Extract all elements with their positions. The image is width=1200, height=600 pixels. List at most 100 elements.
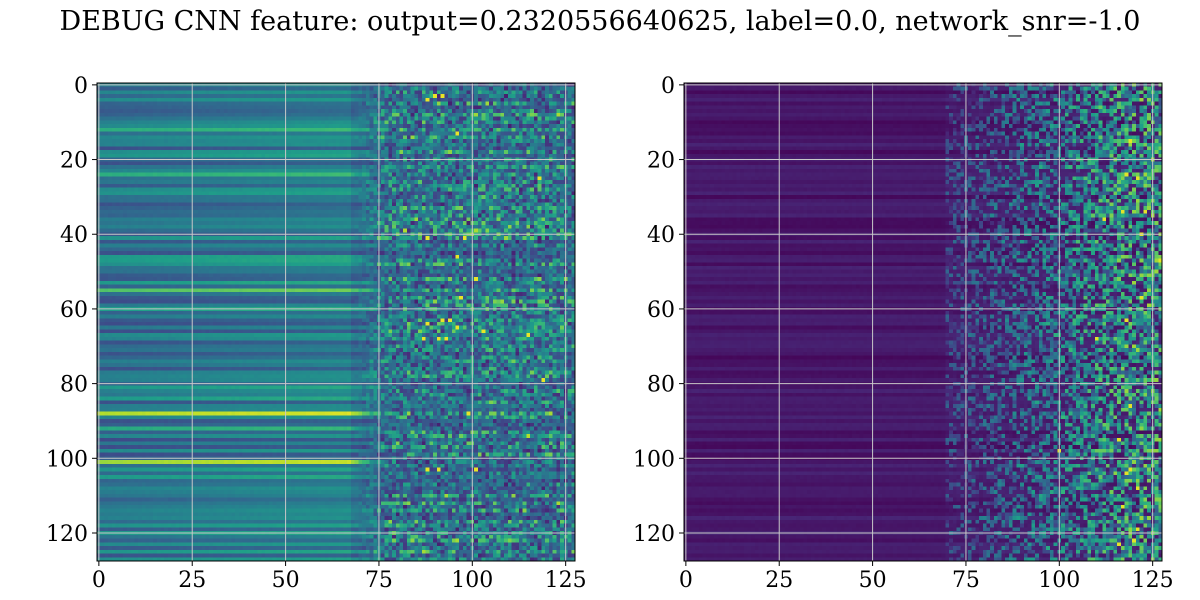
heatmap-cell [164,180,168,184]
heatmap-cell [381,117,385,121]
heatmap-cell [220,154,224,158]
heatmap-cell [553,105,557,109]
heatmap-cell [414,128,418,132]
heatmap-cell [325,180,329,184]
heatmap-cell [541,90,545,94]
heatmap-cell [381,165,385,169]
heatmap-cell [164,90,168,94]
heatmap-cell [366,139,370,143]
heatmap-cell [265,143,269,147]
heatmap-cell [370,87,374,91]
heatmap-cell [373,180,377,184]
heatmap-cell [418,169,422,173]
heatmap-cell [512,120,516,124]
heatmap-cell [549,120,553,124]
heatmap-cell [493,124,497,128]
heatmap-cell [329,161,333,165]
heatmap-cell [138,139,142,143]
heatmap-cell [504,102,508,106]
heatmap-cell [243,132,247,136]
heatmap-cell [231,105,235,109]
heatmap-cell [366,120,370,124]
heatmap-cell [366,180,370,184]
heatmap-cell [187,90,191,94]
heatmap-cell [228,135,232,139]
heatmap-cell [217,173,221,177]
heatmap-cell [164,135,168,139]
heatmap-cell [172,154,176,158]
heatmap-cell [519,105,523,109]
heatmap-cell [493,113,497,117]
heatmap-cell [276,176,280,180]
heatmap-cell [291,176,295,180]
heatmap-cell [108,154,112,158]
heatmap-cell [332,113,336,117]
heatmap-cell [553,176,557,180]
heatmap-cell [104,146,108,150]
heatmap-cell [500,113,504,117]
heatmap-cell [370,139,374,143]
heatmap-cell [217,165,221,169]
heatmap-cell [276,135,280,139]
heatmap-cell [123,135,127,139]
heatmap-cell [403,154,407,158]
heatmap-cell [351,98,355,102]
heatmap-cell [512,113,516,117]
heatmap-cell [437,165,441,169]
heatmap-cell [452,120,456,124]
heatmap-cell [385,87,389,91]
heatmap-cell [429,128,433,132]
heatmap-cell [347,117,351,121]
heatmap-cell [220,165,224,169]
heatmap-cell [482,169,486,173]
heatmap-cell [343,117,347,121]
heatmap-cell [314,128,318,132]
heatmap-cell [231,87,235,91]
heatmap-cell [381,124,385,128]
heatmap-cell [179,161,183,165]
heatmap-cell [545,128,549,132]
heatmap-cell [291,139,295,143]
heatmap-cell [519,98,523,102]
heatmap-cell [112,143,116,147]
heatmap-cell [332,154,336,158]
heatmap-cell [526,165,530,169]
heatmap-cell [101,87,105,91]
heatmap-cell [343,109,347,113]
heatmap-cell [108,135,112,139]
heatmap-cell [119,105,123,109]
heatmap-cell [276,102,280,106]
heatmap-cell [541,105,545,109]
heatmap-cell [243,87,247,91]
heatmap-cell [343,173,347,177]
heatmap-cell [325,176,329,180]
heatmap-cell [508,117,512,121]
heatmap-cell [306,128,310,132]
heatmap-cell [168,146,172,150]
heatmap-cell [299,154,303,158]
heatmap-cell [456,117,460,121]
heatmap-cell [149,154,153,158]
heatmap-cell [160,154,164,158]
heatmap-cell [202,154,206,158]
heatmap-cell [287,143,291,147]
heatmap-cell [482,150,486,154]
heatmap-cell [459,176,463,180]
heatmap-cell [205,105,209,109]
heatmap-cell [295,120,299,124]
heatmap-cell [321,173,325,177]
heatmap-cell [474,154,478,158]
heatmap-cell [523,169,527,173]
heatmap-cell [209,98,213,102]
heatmap-cell [329,113,333,117]
heatmap-cell [243,143,247,147]
heatmap-cell [332,165,336,169]
heatmap-cell [467,165,471,169]
heatmap-cell [175,94,179,98]
heatmap-cell [119,90,123,94]
heatmap-cell [508,154,512,158]
heatmap-cell [351,132,355,136]
heatmap-cell [444,150,448,154]
heatmap-cell [127,120,131,124]
heatmap-cell [101,150,105,154]
